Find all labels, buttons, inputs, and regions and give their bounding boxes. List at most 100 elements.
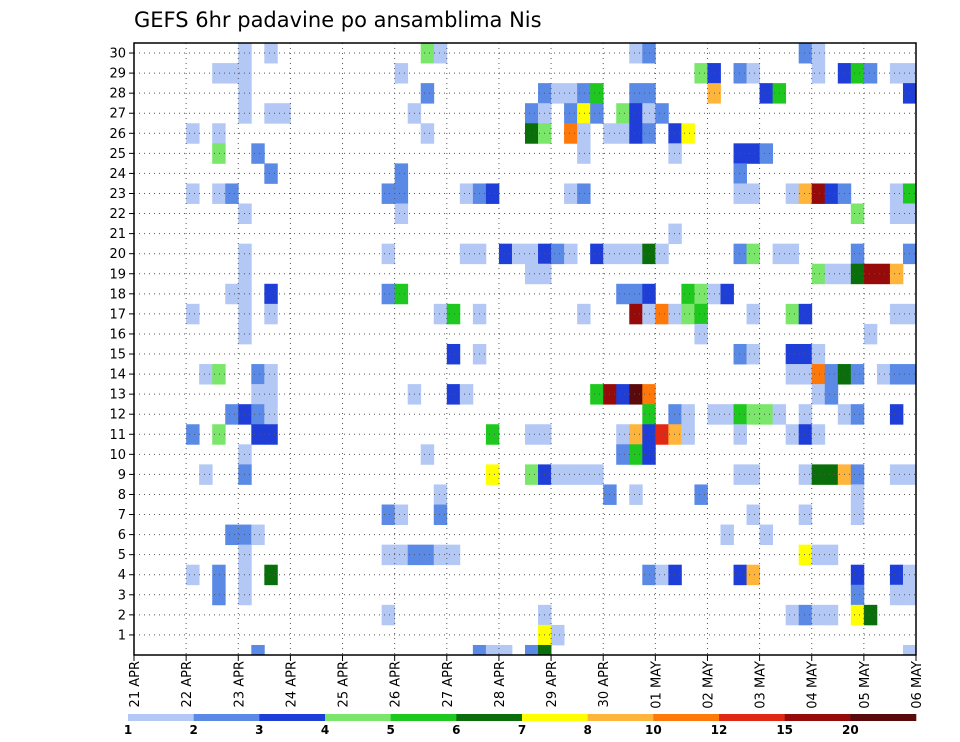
heatmap-cell xyxy=(264,103,278,124)
heatmap-cell xyxy=(798,464,813,485)
colorbar-label: 10 xyxy=(645,723,662,737)
x-tick-label: 25 APR xyxy=(337,661,352,707)
heatmap-cell xyxy=(459,183,474,204)
heatmap-cell xyxy=(564,243,578,265)
heatmap-cell xyxy=(629,243,643,265)
heatmap-cell xyxy=(525,644,539,656)
heatmap-cell xyxy=(720,524,734,546)
heatmap-cell xyxy=(655,243,669,265)
heatmap-cell xyxy=(681,283,695,305)
heatmap-cell xyxy=(498,243,513,265)
heatmap-cell xyxy=(863,63,878,84)
heatmap-cell xyxy=(733,404,747,425)
y-tick-label: 13 xyxy=(109,388,126,403)
heatmap-cell xyxy=(551,243,565,265)
heatmap-cell xyxy=(902,644,917,656)
heatmap-cell xyxy=(264,303,278,325)
heatmap-cell xyxy=(564,123,578,144)
heatmap-cell xyxy=(264,163,278,184)
heatmap-cell xyxy=(616,123,630,144)
heatmap-cell xyxy=(798,364,813,385)
heatmap-cell xyxy=(759,524,774,546)
heatmap-cell xyxy=(577,143,591,164)
heatmap-cell xyxy=(381,604,396,626)
heatmap-cell xyxy=(694,323,708,345)
chart-title: GEFS 6hr padavine po ansamblima Nis xyxy=(134,8,542,32)
heatmap-cell xyxy=(394,163,409,184)
heatmap-cell xyxy=(511,243,526,265)
heatmap-cell xyxy=(394,283,409,305)
heatmap-cell xyxy=(629,424,643,445)
heatmap-cell xyxy=(733,243,747,265)
heatmap-cell xyxy=(212,584,226,606)
heatmap-cell xyxy=(525,263,539,285)
heatmap-cell xyxy=(186,424,200,445)
heatmap-cell xyxy=(394,183,409,204)
heatmap-cell xyxy=(225,183,239,204)
plot-frame xyxy=(133,42,917,656)
heatmap-cell xyxy=(798,183,813,204)
heatmap-cell xyxy=(212,183,226,204)
heatmap-cell xyxy=(746,404,760,425)
heatmap-cell xyxy=(212,143,226,164)
heatmap-cell xyxy=(420,444,435,465)
y-tick-label: 29 xyxy=(109,67,126,82)
heatmap-cell xyxy=(785,343,800,365)
y-axis-member-labels: 1234567891011121314151617181920212223242… xyxy=(109,47,134,643)
colorbar-swatch xyxy=(193,714,260,721)
heatmap-cell xyxy=(694,63,708,84)
heatmap-cell xyxy=(459,384,474,405)
y-tick-label: 24 xyxy=(109,167,126,182)
heatmap-cell xyxy=(212,123,226,144)
x-tick-label: 03 MAY xyxy=(754,661,769,709)
heatmap-cell xyxy=(225,283,239,305)
colorbar-label: 12 xyxy=(711,723,728,737)
heatmap-cell xyxy=(485,644,500,656)
heatmap-cell xyxy=(433,303,448,325)
heatmap-cell xyxy=(381,243,396,265)
heatmap-cell xyxy=(251,384,265,405)
heatmap-cell xyxy=(681,123,695,144)
x-tick-label: 30 APR xyxy=(597,661,612,707)
heatmap-cell xyxy=(850,464,865,485)
heatmap-cell xyxy=(824,364,839,385)
heatmap-cell xyxy=(811,43,826,64)
heatmap-cell xyxy=(746,564,760,586)
heatmap-cell xyxy=(525,123,539,144)
heatmap-cell xyxy=(889,564,904,586)
heatmap-cell xyxy=(525,464,539,485)
heatmap-cell xyxy=(798,544,813,566)
heatmap-cell xyxy=(629,484,643,505)
heatmap-cell xyxy=(538,644,552,656)
heatmap-cell xyxy=(850,203,865,224)
y-tick-label: 4 xyxy=(118,568,126,583)
x-tick-label: 27 APR xyxy=(441,661,456,707)
colorbar-label: 15 xyxy=(776,723,793,737)
heatmap-cell xyxy=(889,464,904,485)
y-tick-label: 19 xyxy=(109,267,126,282)
heatmap-cell xyxy=(225,524,239,546)
heatmap-cell xyxy=(746,504,760,525)
x-tick-label: 21 APR xyxy=(128,661,143,707)
heatmap-cell xyxy=(824,384,839,405)
y-tick-label: 27 xyxy=(109,107,126,122)
heatmap-cell xyxy=(824,464,839,485)
heatmap-cell xyxy=(616,444,630,465)
heatmap-cell xyxy=(746,464,760,485)
heatmap-cell xyxy=(798,504,813,525)
heatmap-cell xyxy=(811,343,826,365)
heatmap-cell xyxy=(472,644,487,656)
heatmap-cell xyxy=(785,303,800,325)
heatmap-cell xyxy=(785,364,800,385)
heatmap-cell xyxy=(850,584,865,606)
heatmap-cell xyxy=(525,243,539,265)
heatmap-cell xyxy=(433,504,448,525)
heatmap-cell xyxy=(720,283,734,305)
heatmap-cell xyxy=(551,83,565,104)
heatmap-cell xyxy=(577,103,591,124)
heatmap-cell xyxy=(212,564,226,586)
heatmap-cell xyxy=(733,163,747,184)
heatmap-cell xyxy=(798,303,813,325)
heatmap-cell xyxy=(811,384,826,405)
heatmap-cell xyxy=(798,404,813,425)
